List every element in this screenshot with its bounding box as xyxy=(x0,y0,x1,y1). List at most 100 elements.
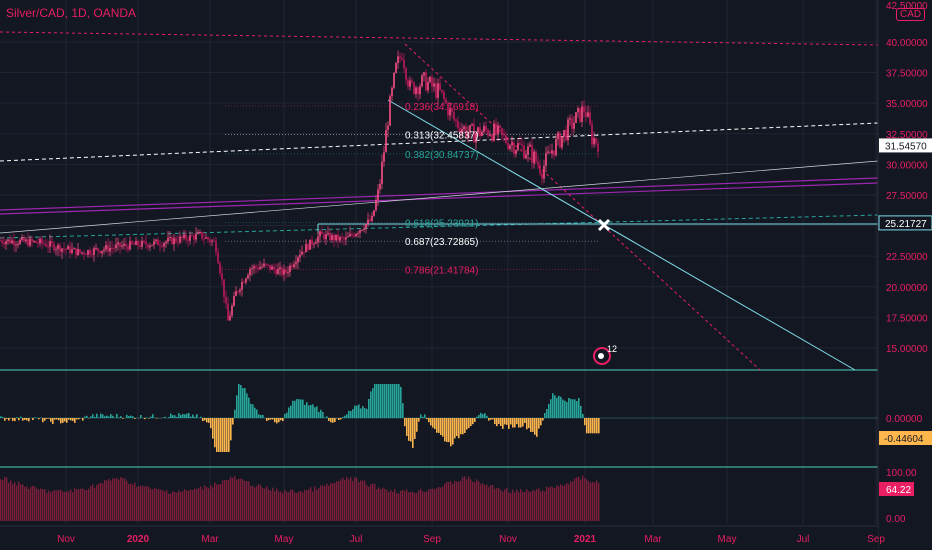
oscillator-bar xyxy=(572,399,574,418)
candle-body xyxy=(157,239,159,246)
oscillator-bar xyxy=(228,418,230,452)
volume-bar xyxy=(474,482,476,521)
candle-body xyxy=(143,240,145,242)
time-axis-label: Nov xyxy=(499,534,517,545)
oscillator-bar xyxy=(516,418,518,425)
oscillator-bar xyxy=(532,418,534,432)
volume-bar xyxy=(32,485,34,521)
volume-bar xyxy=(226,480,228,521)
currency-badge[interactable]: CAD xyxy=(896,8,926,21)
oscillator-bar xyxy=(270,418,272,420)
price-axis[interactable]: 42.50000 40.00000 37.50000 35.00000 32.50000… xyxy=(877,0,932,550)
candle-body xyxy=(125,243,127,247)
candle-body xyxy=(503,134,505,136)
candle-body xyxy=(257,267,259,270)
candle-body xyxy=(65,248,67,250)
candle-body xyxy=(171,237,173,245)
candle-body xyxy=(495,123,497,135)
volume-bar xyxy=(520,489,522,521)
oscillator-bar xyxy=(292,400,294,418)
oscillator-bar xyxy=(396,384,398,418)
time-axis-label: May xyxy=(718,534,737,545)
oscillator-bar xyxy=(254,407,256,418)
oscillator-bar xyxy=(262,414,264,418)
volume-bar xyxy=(56,490,58,521)
oscillator-bar xyxy=(172,415,174,418)
candle-body xyxy=(521,144,523,146)
oscillator-bar xyxy=(522,418,524,427)
oscillator-bar xyxy=(170,413,172,418)
oscillator-bar xyxy=(224,418,226,452)
oscillator-bar xyxy=(86,415,88,418)
chart-drawings[interactable]: 12 xyxy=(0,31,879,371)
volume-bar xyxy=(214,482,216,521)
candle-body xyxy=(363,229,365,231)
volume-bar xyxy=(328,485,330,521)
oscillator-bar xyxy=(240,385,242,418)
oscillator-bar xyxy=(312,404,314,418)
oscillator-bar xyxy=(586,418,588,434)
oscillator-bar xyxy=(230,418,232,441)
volume-bar xyxy=(396,493,398,521)
volume-bar xyxy=(384,488,386,521)
volume-bar xyxy=(596,480,598,521)
oscillator-bar xyxy=(188,412,190,418)
oscillator-bar xyxy=(296,399,298,418)
volume-bar xyxy=(598,483,600,521)
candle-body xyxy=(405,68,407,80)
oscillator-bar xyxy=(128,416,130,418)
oscillator-bar xyxy=(226,418,228,452)
candle-body xyxy=(41,238,43,244)
candle-body xyxy=(439,83,441,90)
volume-bar xyxy=(10,480,12,521)
volume-bar xyxy=(378,487,380,521)
volume-bar xyxy=(198,487,200,521)
volume-bar xyxy=(186,490,188,521)
time-axis[interactable]: Nov 2020 Mar May Jul Sep Nov 2021 Mar May Jul Sep xyxy=(0,525,885,550)
candle-body xyxy=(573,122,575,129)
volume-bar xyxy=(438,486,440,521)
oscillator-bar xyxy=(510,418,512,425)
candle-body xyxy=(113,247,115,249)
candle-body xyxy=(551,150,553,154)
volume-bar xyxy=(80,488,82,521)
oscillator-bar xyxy=(408,418,410,441)
volume-bar xyxy=(194,488,196,521)
volume-bar xyxy=(556,485,558,521)
oscillator-bar xyxy=(18,418,20,421)
oscillator-bar xyxy=(38,418,40,420)
candle-body xyxy=(159,245,161,247)
price-badge-label: 31.54570 xyxy=(885,141,927,152)
candle-body xyxy=(231,305,233,316)
oscillator-bar xyxy=(538,418,540,429)
volume-bar xyxy=(558,486,560,521)
candle-body xyxy=(455,119,457,122)
candle-body xyxy=(579,108,581,122)
volume-value-badge xyxy=(879,482,914,496)
oscillator-bar xyxy=(294,400,296,418)
oscillator-bar xyxy=(432,418,434,428)
price-axis-tick-label: 30.00000 xyxy=(886,160,928,171)
oscillator-bar xyxy=(308,405,310,418)
candle-body xyxy=(425,72,427,91)
volume-bar xyxy=(542,490,544,521)
oscillator-bar xyxy=(594,418,596,434)
candle-body xyxy=(393,72,395,88)
candle-body xyxy=(241,282,243,290)
candle-body xyxy=(239,289,241,292)
candle-body xyxy=(547,151,549,153)
symbol-title[interactable]: Silver/CAD, 1D, OANDA xyxy=(6,6,137,20)
candle-body xyxy=(265,263,267,265)
oscillator-bar xyxy=(402,403,404,418)
time-axis-label: May xyxy=(275,534,294,545)
volume-bar xyxy=(564,485,566,521)
oscillator-bar xyxy=(558,395,560,418)
volume-bar xyxy=(334,482,336,521)
oscillator-bar xyxy=(580,405,582,418)
fib-level-label: 0.382(30.84737) xyxy=(405,150,478,161)
volume-bar xyxy=(68,491,70,521)
candle-body xyxy=(67,246,69,250)
candle-body xyxy=(29,238,31,246)
candle-body xyxy=(311,239,313,245)
